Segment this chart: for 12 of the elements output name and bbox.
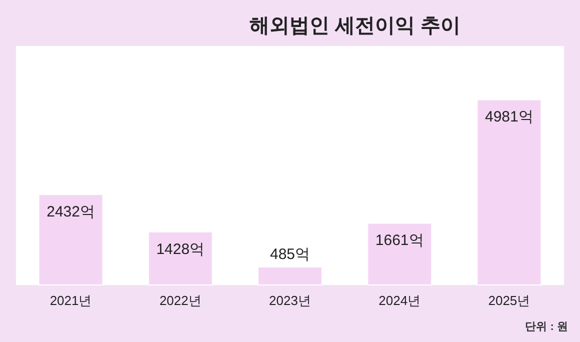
chart-title: 해외법인 세전이익 추이 [249, 15, 461, 37]
x-tick-label: 2025년 [488, 293, 530, 308]
data-label: 4981억 [485, 108, 534, 126]
data-label: 1661억 [375, 232, 424, 250]
x-tick-label: 2022년 [159, 293, 202, 308]
data-label: 2432억 [46, 204, 95, 221]
data-label: 485억 [270, 246, 310, 263]
x-tick-label: 2021년 [50, 293, 92, 308]
data-label: 1428억 [156, 240, 205, 258]
x-tick-label: 2023년 [269, 293, 311, 308]
text: 단위 : 원 [525, 321, 568, 333]
x-tick-label: 2024년 [378, 293, 421, 308]
